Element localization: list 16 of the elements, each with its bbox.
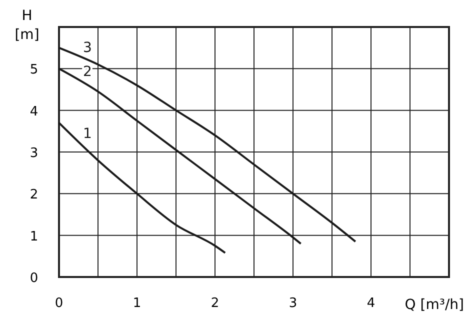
x-axis-title: Q [m³/h] — [404, 297, 464, 313]
y-tick-label: 4 — [30, 104, 38, 120]
series-label: 2 — [83, 64, 92, 80]
y-axis-title: H [m] — [14, 8, 40, 43]
x-tick-label: 0 — [54, 296, 64, 311]
y-tick-label: 0 — [30, 271, 38, 286]
x-tick-label: 1 — [132, 296, 142, 311]
y-tick-label: 2 — [30, 188, 38, 203]
x-tick-label: 4 — [366, 296, 376, 311]
y-tick-label: 1 — [30, 229, 38, 244]
series-label: 3 — [83, 40, 92, 56]
y-tick-label: 5 — [30, 62, 38, 78]
series-label: 1 — [83, 126, 92, 142]
x-tick-label: 3 — [288, 296, 298, 311]
y-tick-label: 3 — [30, 146, 38, 161]
x-tick-label: 2 — [210, 296, 220, 311]
